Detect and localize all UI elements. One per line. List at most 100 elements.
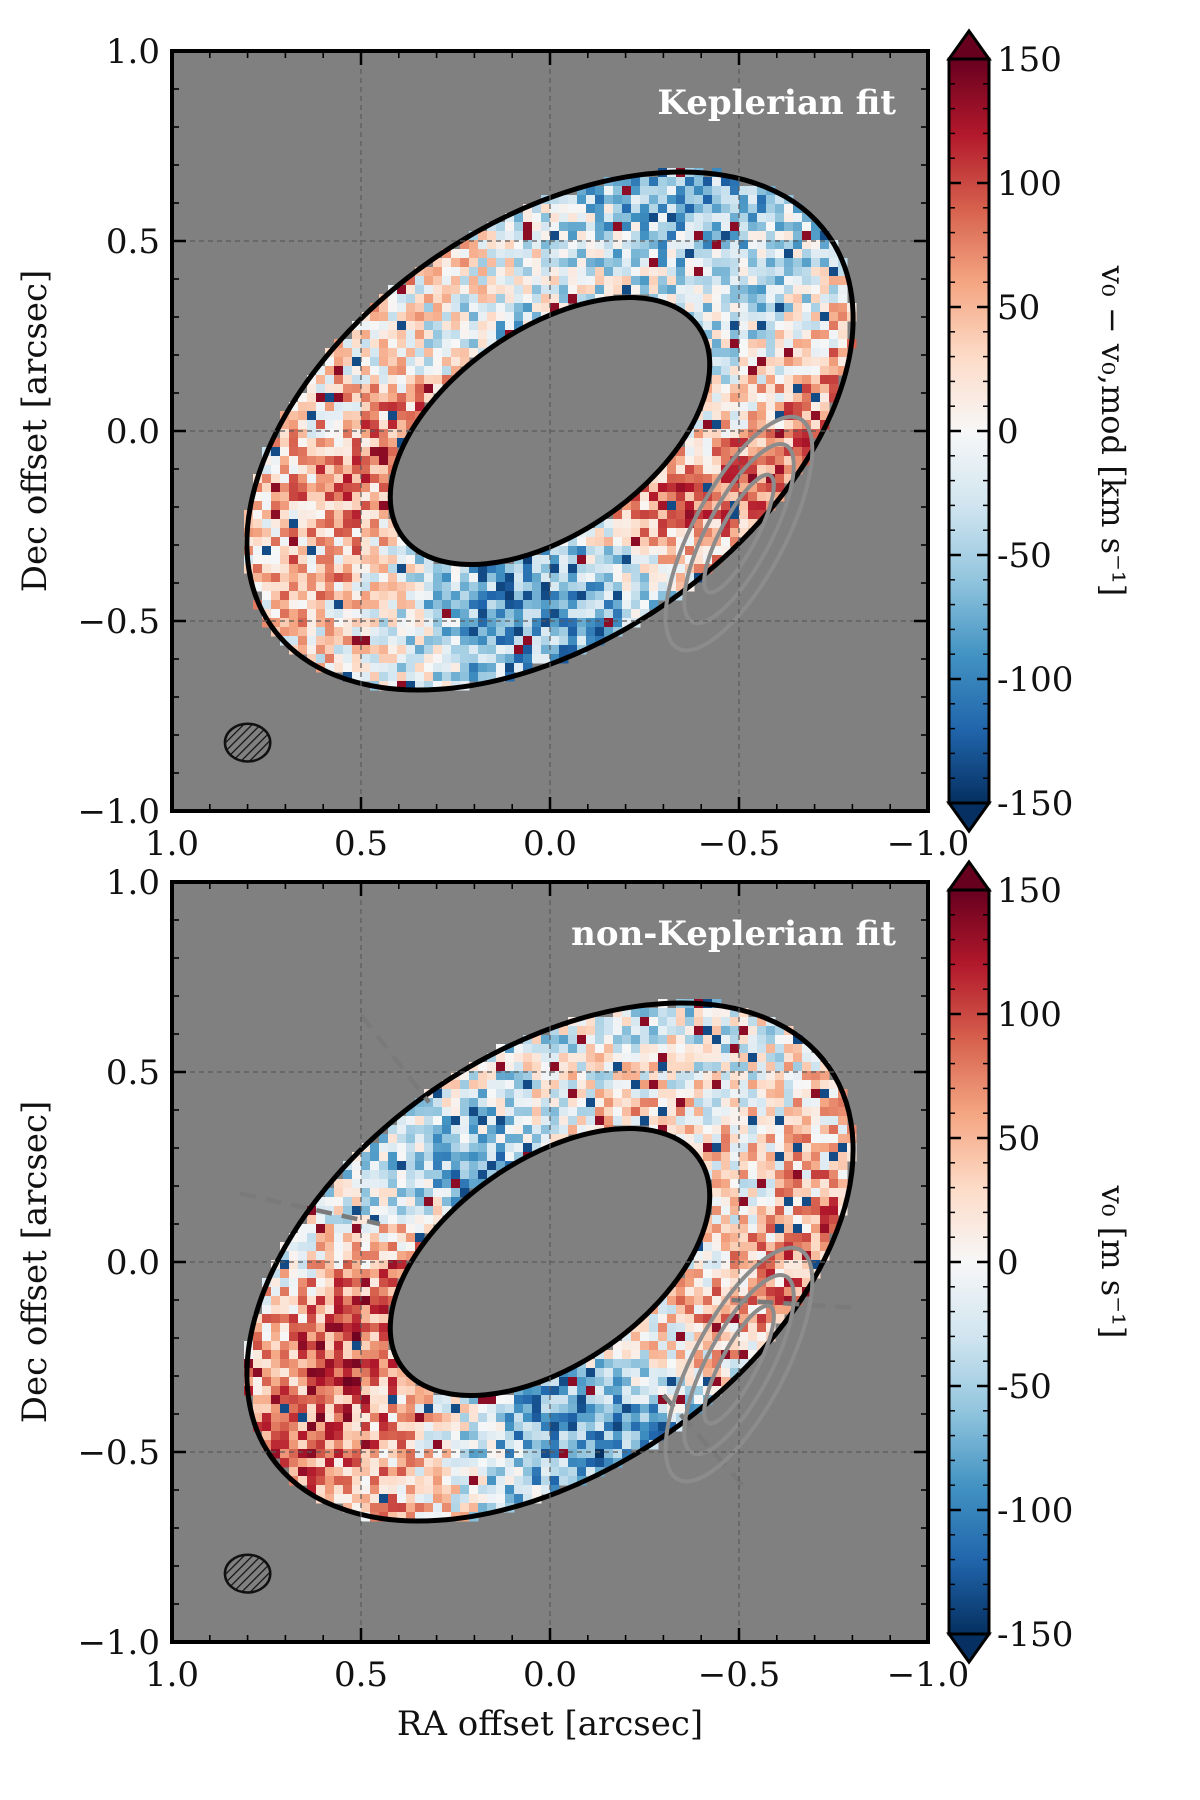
pixel-cell xyxy=(595,267,605,277)
pixel-cell xyxy=(721,1368,731,1378)
pixel-cell xyxy=(352,1314,362,1324)
y-tick-label: −1.0 xyxy=(77,1623,160,1663)
pixel-cell xyxy=(397,672,407,682)
pixel-cell xyxy=(595,186,605,196)
pixel-cell xyxy=(712,1107,722,1117)
pixel-cell xyxy=(748,267,758,277)
pixel-cell xyxy=(595,591,605,601)
pixel-cell xyxy=(739,231,749,241)
pixel-cell xyxy=(397,312,407,322)
pixel-cell xyxy=(505,1071,515,1081)
pixel-cell xyxy=(721,501,731,511)
pixel-cell xyxy=(460,618,470,628)
pixel-cell xyxy=(658,582,668,592)
pixel-cell xyxy=(334,519,344,529)
pixel-cell xyxy=(334,483,344,493)
pixel-cell xyxy=(406,618,416,628)
pixel-cell xyxy=(802,366,812,376)
pixel-cell xyxy=(379,573,389,583)
pixel-cell xyxy=(748,375,758,385)
pixel-cell xyxy=(253,1341,263,1351)
pixel-cell xyxy=(532,627,542,637)
pixel-cell xyxy=(703,456,713,466)
pixel-cell xyxy=(640,1098,650,1108)
pixel-cell xyxy=(757,1026,767,1036)
pixel-cell xyxy=(415,1188,425,1198)
pixel-cell xyxy=(505,564,515,574)
pixel-cell xyxy=(658,1341,668,1351)
pixel-cell xyxy=(397,1440,407,1450)
pixel-cell xyxy=(433,1404,443,1414)
pixel-cell xyxy=(505,1125,515,1135)
pixel-cell xyxy=(757,267,767,277)
pixel-cell xyxy=(334,1422,344,1432)
pixel-cell xyxy=(685,456,695,466)
pixel-cell xyxy=(325,1332,335,1342)
pixel-cell xyxy=(649,1422,659,1432)
pixel-cell xyxy=(253,555,263,565)
pixel-cell xyxy=(496,321,506,331)
pixel-cell xyxy=(532,1485,542,1495)
pixel-cell xyxy=(649,600,659,610)
pixel-cell xyxy=(739,276,749,286)
pixel-cell xyxy=(793,303,803,313)
pixel-cell xyxy=(514,258,524,268)
pixel-cell xyxy=(478,1071,488,1081)
pixel-cell xyxy=(703,537,713,547)
pixel-cell xyxy=(586,1044,596,1054)
pixel-cell xyxy=(622,1017,632,1027)
pixel-cell xyxy=(568,213,578,223)
pixel-cell xyxy=(550,546,560,556)
pixel-cell xyxy=(613,618,623,628)
pixel-cell xyxy=(640,1386,650,1396)
pixel-cell xyxy=(316,510,326,520)
pixel-cell xyxy=(298,546,308,556)
pixel-cell xyxy=(568,1116,578,1126)
pixel-cell xyxy=(397,627,407,637)
pixel-cell xyxy=(487,1143,497,1153)
pixel-cell xyxy=(361,528,371,538)
pixel-cell xyxy=(757,1134,767,1144)
pixel-cell xyxy=(379,438,389,448)
pixel-cell xyxy=(739,294,749,304)
pixel-cell xyxy=(667,258,677,268)
pixel-cell xyxy=(325,1440,335,1450)
pixel-cell xyxy=(415,1170,425,1180)
pixel-cell xyxy=(523,1413,533,1423)
pixel-cell xyxy=(775,1134,785,1144)
colorbar-tick-label: 150 xyxy=(997,40,1062,80)
pixel-cell xyxy=(451,1098,461,1108)
pixel-cell xyxy=(712,1359,722,1369)
pixel-cell xyxy=(271,618,281,628)
pixel-cell xyxy=(613,1386,623,1396)
pixel-cell xyxy=(469,258,479,268)
pixel-cell xyxy=(757,258,767,268)
pixel-cell xyxy=(595,204,605,214)
pixel-cell xyxy=(352,1323,362,1333)
pixel-cell xyxy=(343,402,353,412)
pixel-cell xyxy=(604,258,614,268)
pixel-cell xyxy=(622,573,632,583)
pixel-cell xyxy=(676,1125,686,1135)
pixel-cell xyxy=(721,258,731,268)
pixel-cell xyxy=(640,501,650,511)
pixel-cell xyxy=(325,1359,335,1369)
pixel-cell xyxy=(622,555,632,565)
pixel-cell xyxy=(577,1035,587,1045)
pixel-cell xyxy=(253,1332,263,1342)
pixel-cell xyxy=(631,1341,641,1351)
pixel-cell xyxy=(766,1233,776,1243)
pixel-cell xyxy=(514,636,524,646)
pixel-cell xyxy=(550,1485,560,1495)
pixel-cell xyxy=(262,591,272,601)
pixel-cell xyxy=(784,402,794,412)
pixel-cell xyxy=(802,249,812,259)
pixel-cell xyxy=(442,672,452,682)
pixel-cell xyxy=(280,1404,290,1414)
pixel-cell xyxy=(631,1017,641,1027)
pixel-cell xyxy=(451,312,461,322)
pixel-cell xyxy=(829,1089,839,1099)
pixel-cell xyxy=(307,1440,317,1450)
pixel-cell xyxy=(550,303,560,313)
pixel-cell xyxy=(397,1215,407,1225)
